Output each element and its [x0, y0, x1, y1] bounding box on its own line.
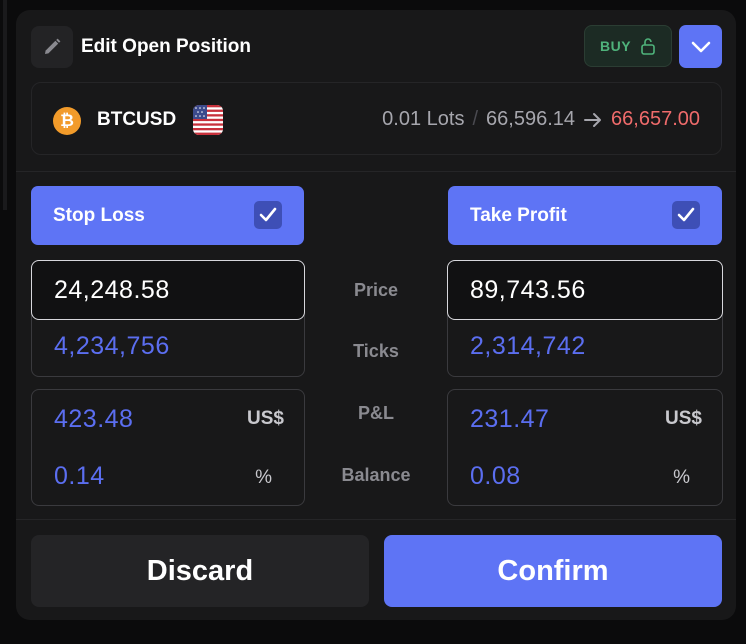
- take-profit-balance-value[interactable]: 0.08: [470, 462, 521, 490]
- stop-loss-balance-value[interactable]: 0.14: [54, 462, 105, 490]
- take-profit-currency: US$: [665, 408, 702, 429]
- take-profit-checkbox[interactable]: [672, 201, 700, 229]
- bitcoin-icon: ₿: [53, 107, 81, 135]
- lock-open-icon: [641, 38, 655, 55]
- stop-loss-toggle[interactable]: Stop Loss: [31, 186, 304, 245]
- panel-title: Edit Open Position: [81, 36, 251, 57]
- section-divider: [16, 171, 736, 172]
- take-profit-pnl-value[interactable]: 231.47: [470, 405, 550, 433]
- stop-loss-ticks-value[interactable]: 4,234,756: [54, 332, 170, 360]
- take-profit-price-ticks-box: 89,743.56 2,314,742: [447, 260, 723, 377]
- instrument-summary: ₿ BTCUSD 0.01 Lots / 66,596.14 66,657.00: [31, 82, 722, 155]
- take-profit-toggle[interactable]: Take Profit: [448, 186, 722, 245]
- checkmark-icon: [677, 207, 695, 222]
- pencil-icon: [45, 38, 61, 54]
- stop-loss-pnl-value[interactable]: 423.48: [54, 405, 134, 433]
- buy-label: BUY: [599, 38, 632, 54]
- ticks-label: Ticks: [353, 341, 399, 361]
- instrument-symbol: BTCUSD: [97, 109, 177, 130]
- stop-loss-currency: US$: [247, 408, 284, 429]
- take-profit-ticks-value[interactable]: 2,314,742: [470, 332, 586, 360]
- current-price: 66,657.00: [611, 108, 700, 130]
- background-scroll-edge: [3, 0, 7, 210]
- stop-loss-checkbox[interactable]: [254, 201, 282, 229]
- balance-label: Balance: [341, 465, 411, 485]
- quote-separator: /: [472, 108, 479, 130]
- price-label: Price: [353, 280, 399, 300]
- take-profit-label: Take Profit: [470, 205, 567, 226]
- take-profit-price-input[interactable]: 89,743.56: [447, 260, 723, 320]
- stop-loss-price-ticks-box: 24,248.58 4,234,756: [31, 260, 305, 377]
- take-profit-percent-sign: %: [673, 467, 690, 488]
- us-flag-icon: [193, 105, 223, 135]
- confirm-button[interactable]: Confirm: [384, 535, 722, 607]
- buy-side-badge[interactable]: BUY: [584, 25, 672, 67]
- entry-price: 66,596.14: [486, 108, 576, 130]
- stop-loss-price-input[interactable]: 24,248.58: [31, 260, 305, 320]
- stop-loss-pnl-box: 423.48 US$ 0.14 %: [31, 389, 305, 506]
- lot-size: 0.01 Lots: [382, 108, 465, 130]
- stop-loss-label: Stop Loss: [53, 205, 145, 226]
- discard-button[interactable]: Discard: [31, 535, 369, 607]
- pnl-label: P&L: [358, 403, 394, 423]
- edit-icon-button[interactable]: [31, 26, 73, 68]
- collapse-toggle-button[interactable]: [679, 25, 722, 68]
- arrow-right-icon: [584, 112, 602, 127]
- price-quote: 0.01 Lots / 66,596.14 66,657.00: [382, 108, 700, 131]
- stop-loss-percent-sign: %: [255, 467, 272, 488]
- actions-divider: [16, 519, 736, 520]
- chevron-down-icon: [691, 41, 710, 52]
- edit-position-panel: Edit Open Position BUY ₿ BTCUSD: [16, 10, 736, 620]
- take-profit-pnl-box: 231.47 US$ 0.08 %: [447, 389, 723, 506]
- checkmark-icon: [259, 207, 277, 222]
